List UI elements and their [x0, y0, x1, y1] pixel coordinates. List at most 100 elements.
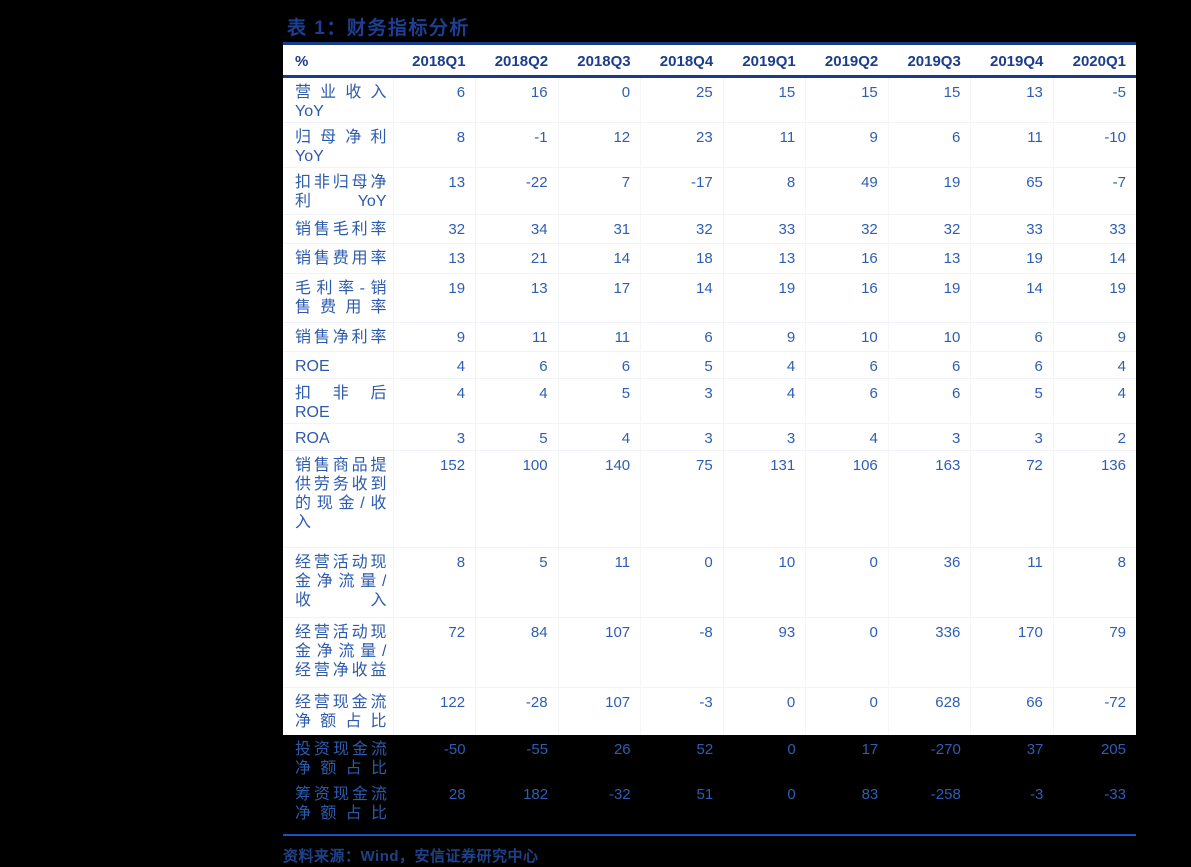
- cell-value: 6: [887, 122, 971, 168]
- cell-value: 3: [640, 423, 724, 451]
- cell-value: 66: [970, 687, 1054, 735]
- cell-value: -3: [1030, 785, 1044, 803]
- table-row: 销售费用率 13 21 14 18 13 16 13 19 14: [283, 243, 1136, 274]
- cell-value: 21: [475, 243, 559, 274]
- cell-value: 6: [805, 351, 889, 379]
- table-row: 扣非归母净 利 YoY 13 -22 7 -17 8 49 19 65 -7: [283, 167, 1136, 215]
- cell-value: 0: [640, 547, 724, 618]
- cell-value: 10: [887, 322, 971, 352]
- cell-value: 3: [640, 378, 724, 424]
- cell-value: 11: [475, 322, 559, 352]
- row-label: 销售商品提 供劳务收到 的现金/收 入: [295, 457, 387, 531]
- cell-value: 5: [475, 423, 559, 451]
- cell-value: 4: [392, 351, 476, 379]
- cell-value: 6: [392, 76, 476, 123]
- cell-value: 16: [805, 243, 889, 274]
- cell-value: 33: [722, 214, 806, 244]
- cell-value: 163: [887, 450, 971, 548]
- cell-value: -1: [475, 122, 559, 168]
- cell-value: 4: [475, 378, 559, 424]
- cell-value: 15: [887, 76, 971, 123]
- table-row: 扣非后 ROE 4 4 5 3 4 6 6 5 4: [283, 378, 1136, 424]
- row-label: 销售净利率: [295, 329, 387, 346]
- cell-value: 106: [805, 450, 889, 548]
- cell-value: 8: [392, 547, 476, 618]
- cell-value: 16: [805, 273, 889, 323]
- cell-value: 19: [392, 273, 476, 323]
- table-row: ROE 4 6 6 5 4 6 6 6 4: [283, 351, 1136, 379]
- table-area: % 2018Q1 2018Q2 2018Q3 2018Q4 2019Q1 2019Q2 201…: [283, 42, 1136, 866]
- cell-value: 72: [392, 617, 476, 688]
- cell-value: 75: [640, 450, 724, 548]
- cell-value: 14: [640, 273, 724, 323]
- row-label: ROA: [295, 430, 330, 447]
- cell-value: 65: [970, 167, 1054, 215]
- cell-value: 11: [557, 322, 641, 352]
- row-label: 筹资现金流 净额占比: [295, 785, 387, 822]
- cell-value: 3: [887, 423, 971, 451]
- cell-value: 19: [1052, 273, 1136, 323]
- cell-value: 6: [887, 351, 971, 379]
- cell-value: 205: [1100, 740, 1126, 758]
- cell-value: 18: [640, 243, 724, 274]
- cell-value: -32: [608, 785, 631, 803]
- cell-value: 0: [805, 547, 889, 618]
- cell-value: 8: [722, 167, 806, 215]
- row-label: ROE: [295, 358, 330, 375]
- cell-value: 6: [887, 378, 971, 424]
- cell-value: 3: [970, 423, 1054, 451]
- cell-value: 28: [448, 785, 466, 803]
- cell-value: 5: [640, 351, 724, 379]
- cell-value: 32: [887, 214, 971, 244]
- cell-value: 52: [696, 740, 714, 758]
- cell-value: 9: [392, 322, 476, 352]
- cell-value: 107: [557, 687, 641, 735]
- cell-value: 26: [613, 740, 631, 758]
- cell-value: 9: [1052, 322, 1136, 352]
- table-row: 经营现金流 净额占比 122 -28 107 -3 0 0 628 66 -72: [283, 687, 1136, 735]
- col-header-quarter: 2020Q1: [1072, 52, 1126, 70]
- table-row: 归母净利 YoY 8 -1 12 23 11 9 6 11 -10: [283, 122, 1136, 168]
- row-label: 扣非后 ROE: [295, 385, 387, 421]
- cell-value: 336: [887, 617, 971, 688]
- row-label: 销售毛利率: [295, 221, 387, 238]
- cell-value: -10: [1052, 122, 1136, 168]
- cell-value: 32: [805, 214, 889, 244]
- cell-value: 13: [887, 243, 971, 274]
- cell-value: 11: [970, 547, 1054, 618]
- header-row: % 2018Q1 2018Q2 2018Q3 2018Q4 2019Q1 2019Q2 201…: [283, 43, 1136, 77]
- cell-value: 32: [640, 214, 724, 244]
- source-note: 资料来源：Wind，安信证券研究中心: [283, 847, 539, 865]
- row-label: 经营现金流 净额占比: [295, 694, 387, 730]
- cell-value: 5: [970, 378, 1054, 424]
- cell-value: 0: [557, 76, 641, 123]
- cell-value: 33: [970, 214, 1054, 244]
- cell-value: 4: [557, 423, 641, 451]
- cell-value: 16: [475, 76, 559, 123]
- cell-value: 100: [475, 450, 559, 548]
- cell-value: 5: [475, 547, 559, 618]
- table-row: ROA 3 5 4 3 3 4 3 3 2: [283, 423, 1136, 451]
- col-header-quarter: 2019Q4: [989, 52, 1044, 70]
- cell-value: -22: [475, 167, 559, 215]
- cell-value: 83: [861, 785, 879, 803]
- cell-value: 3: [392, 423, 476, 451]
- cell-value: 6: [640, 322, 724, 352]
- cell-value: 79: [1052, 617, 1136, 688]
- cell-value: -7: [1052, 167, 1136, 215]
- cell-value: 7: [557, 167, 641, 215]
- table-title: 表 1：财务指标分析: [287, 18, 470, 39]
- cell-value: 0: [805, 617, 889, 688]
- table-row: 营业收入 YoY 6 16 0 25 15 15 15 13 -5: [283, 76, 1136, 123]
- cell-value: 6: [475, 351, 559, 379]
- cell-value: 8: [1052, 547, 1136, 618]
- cell-value: 23: [640, 122, 724, 168]
- col-header-percent: %: [295, 52, 309, 70]
- col-header-quarter: 2018Q4: [659, 52, 714, 70]
- cell-value: 628: [887, 687, 971, 735]
- row-label: 扣非归母净 利 YoY: [295, 174, 387, 210]
- col-header-quarter: 2019Q3: [907, 52, 961, 70]
- row-label: 经营活动现 金净流量/ 经营净收益: [295, 624, 387, 679]
- row-label: 毛利率-销 售费用率: [295, 280, 387, 316]
